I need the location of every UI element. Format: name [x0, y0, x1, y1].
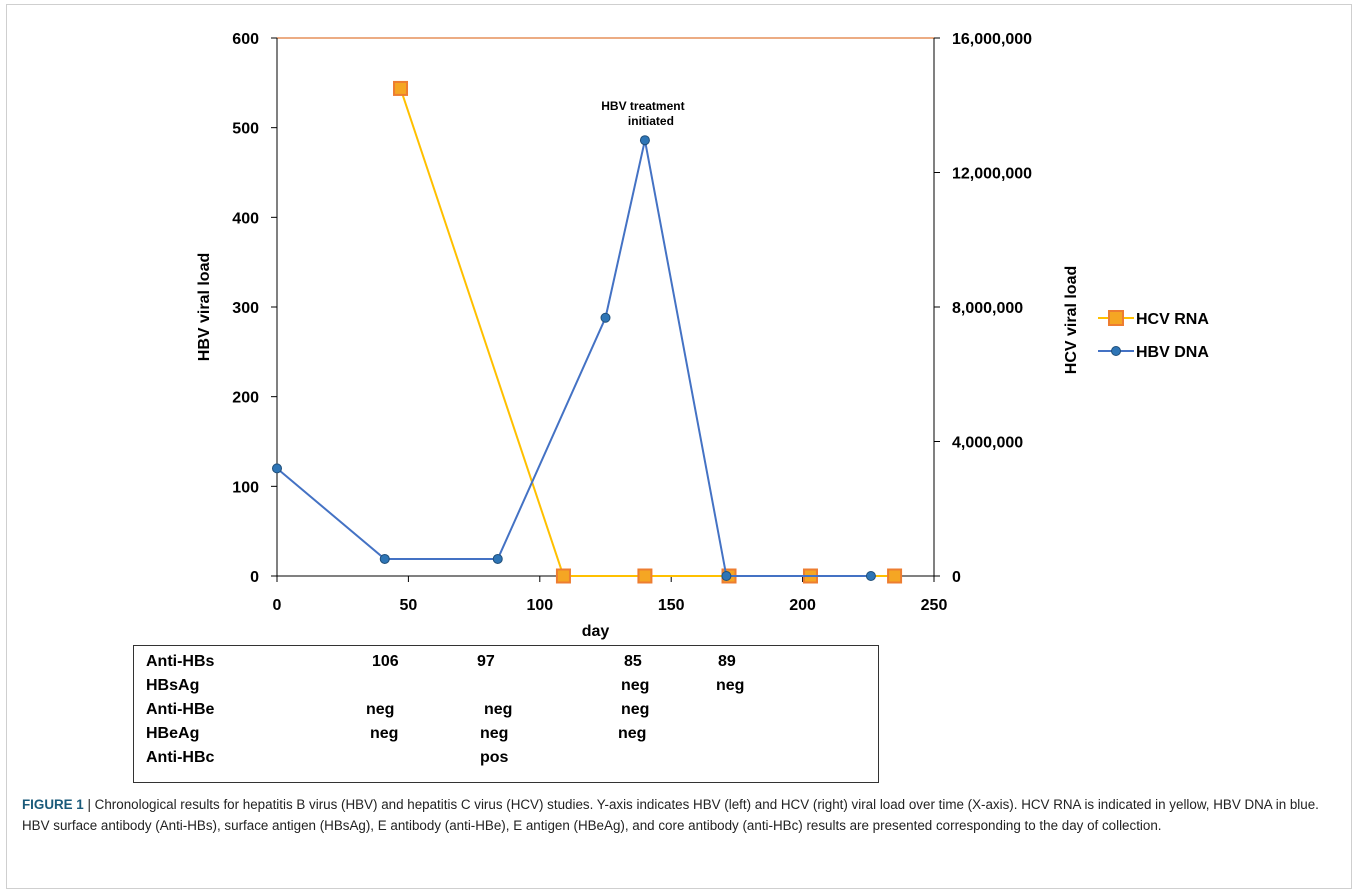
y-right-tick-label: 16,000,000 [952, 31, 1032, 48]
caption-text: | Chronological results for hepatitis B … [22, 797, 1319, 833]
hbv-dna-point [272, 463, 282, 474]
hbv-dna-point [639, 135, 650, 146]
y-right-axis-title: HCV viral load [1063, 266, 1080, 374]
serology-table: Anti-HBs HBsAg Anti-HBe HBeAg Anti-HBc 1… [133, 645, 879, 783]
hbv-dna-point [379, 553, 390, 564]
y-right-tick-label: 0 [952, 569, 961, 586]
viral-load-chart: 010020030040050060004,000,0008,000,00012… [196, 31, 1209, 640]
table-cell: neg [621, 677, 650, 694]
row-label-hbeag: HBeAg [146, 725, 200, 742]
y-left-tick-label: 600 [232, 31, 259, 48]
table-cell: 85 [624, 653, 642, 670]
table-cell: neg [618, 725, 647, 742]
series-line-hcv-rna [399, 88, 895, 577]
hcv-rna-point [637, 568, 653, 584]
hbv-dna-point [721, 571, 732, 581]
y-left-tick-label: 200 [232, 390, 259, 407]
hbv-dna-point [492, 553, 503, 564]
y-left-tick-label: 100 [232, 479, 259, 496]
series-layer [272, 80, 903, 584]
table-cell: neg [716, 677, 745, 694]
row-label-anti-hbs: Anti-HBs [146, 653, 215, 670]
row-label-hbsag: HBsAg [146, 677, 200, 694]
y-left-tick-label: 400 [232, 210, 259, 227]
hbv-dna-point [600, 312, 611, 323]
table-cell: neg [366, 701, 395, 718]
y-left-tick-label: 500 [232, 121, 259, 138]
figure-caption: FIGURE 1 | Chronological results for hep… [22, 794, 1332, 836]
annotation-text: initiated [628, 114, 674, 128]
x-tick-label: 200 [789, 597, 816, 614]
hcv-rna-point [555, 568, 571, 584]
table-cell: neg [480, 725, 509, 742]
x-tick-label: 100 [526, 597, 553, 614]
row-label-anti-hbe: Anti-HBe [146, 701, 215, 718]
table-cell: pos [480, 749, 509, 766]
legend-marker-square [1108, 310, 1124, 326]
annotation-text: HBV treatment [601, 99, 684, 113]
table-cell: 89 [718, 653, 736, 670]
x-tick-label: 150 [658, 597, 685, 614]
x-tick-label: 250 [921, 597, 948, 614]
y-left-tick-label: 0 [250, 569, 259, 586]
table-cell: neg [370, 725, 399, 742]
legend: HCV RNA HBV DNA [1098, 310, 1209, 361]
x-axis-title: day [582, 623, 610, 640]
figure-frame [6, 4, 1352, 889]
caption-label: FIGURE 1 [22, 797, 84, 812]
legend-label: HCV RNA [1136, 311, 1209, 328]
y-right-tick-label: 12,000,000 [952, 166, 1032, 183]
hbv-dna-point [865, 571, 876, 581]
table-cell: neg [621, 701, 650, 718]
hcv-rna-point [887, 568, 903, 584]
series-line-hbv-dna [276, 140, 871, 577]
y-right-tick-label: 4,000,000 [952, 435, 1023, 452]
row-label-anti-hbc: Anti-HBc [146, 749, 215, 766]
y-left-axis-title: HBV viral load [196, 253, 213, 361]
table-cell: 97 [477, 653, 495, 670]
legend-label: HBV DNA [1136, 344, 1209, 361]
table-cell: 106 [372, 653, 399, 670]
y-left-tick-label: 300 [232, 300, 259, 317]
table-cell: neg [484, 701, 513, 718]
legend-marker-circle [1111, 346, 1121, 356]
hcv-rna-point [393, 80, 409, 96]
y-right-tick-label: 8,000,000 [952, 300, 1023, 317]
x-tick-label: 0 [273, 597, 282, 614]
x-tick-label: 50 [400, 597, 418, 614]
